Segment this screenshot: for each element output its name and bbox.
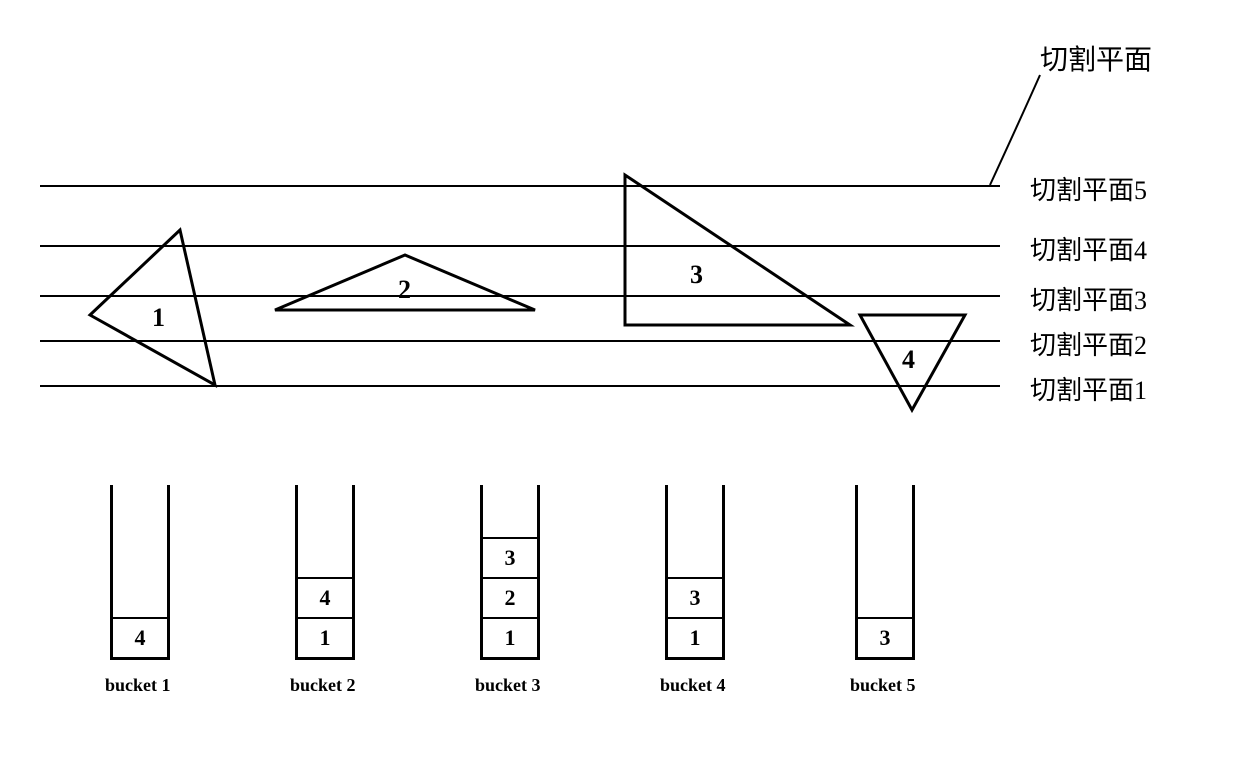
cutting-plane-label-2: 切割平面2 xyxy=(1030,325,1147,362)
bucket-wall-right xyxy=(537,485,540,660)
triangle-label-2: 2 xyxy=(398,275,411,305)
bucket-label-5: bucket 5 xyxy=(850,675,916,696)
bucket-wall-right xyxy=(912,485,915,660)
bucket-cell: 1 xyxy=(483,617,537,657)
triangle-label-1: 1 xyxy=(152,303,165,333)
bucket-bottom xyxy=(665,657,725,660)
bucket-cell: 4 xyxy=(113,617,167,657)
bucket-cell: 3 xyxy=(858,617,912,657)
bucket-wall-right xyxy=(722,485,725,660)
bucket-cell: 3 xyxy=(668,577,722,617)
bucket-2: 14 xyxy=(295,485,355,660)
bucket-wall-right xyxy=(352,485,355,660)
bucket-cell: 1 xyxy=(298,617,352,657)
bucket-label-4: bucket 4 xyxy=(660,675,726,696)
bucket-5: 3 xyxy=(855,485,915,660)
bucket-1: 4 xyxy=(110,485,170,660)
bucket-cell: 3 xyxy=(483,537,537,577)
bucket-bottom xyxy=(110,657,170,660)
bucket-bottom xyxy=(480,657,540,660)
diagram-container: 切割平面 切割平面5切割平面4切割平面3切割平面2切割平面11234 4buck… xyxy=(40,30,1200,743)
bucket-label-3: bucket 3 xyxy=(475,675,541,696)
bucket-bottom xyxy=(295,657,355,660)
bucket-cell: 1 xyxy=(668,617,722,657)
triangle-label-4: 4 xyxy=(902,345,915,375)
bucket-cell: 2 xyxy=(483,577,537,617)
cutting-plane-label-1: 切割平面1 xyxy=(1030,370,1147,407)
cutting-plane-label-4: 切割平面4 xyxy=(1030,230,1147,267)
bucket-wall-right xyxy=(167,485,170,660)
bucket-label-1: bucket 1 xyxy=(105,675,171,696)
bucket-cell: 4 xyxy=(298,577,352,617)
bucket-label-2: bucket 2 xyxy=(290,675,356,696)
triangle-label-3: 3 xyxy=(690,260,703,290)
cutting-plane-area: 切割平面5切割平面4切割平面3切割平面2切割平面11234 xyxy=(40,185,1000,405)
triangles-svg xyxy=(40,185,1000,425)
bucket-bottom xyxy=(855,657,915,660)
triangle-3 xyxy=(625,175,850,325)
cutting-plane-label-5: 切割平面5 xyxy=(1030,170,1147,207)
bucket-3: 123 xyxy=(480,485,540,660)
bucket-4: 13 xyxy=(665,485,725,660)
cutting-plane-label-3: 切割平面3 xyxy=(1030,280,1147,317)
